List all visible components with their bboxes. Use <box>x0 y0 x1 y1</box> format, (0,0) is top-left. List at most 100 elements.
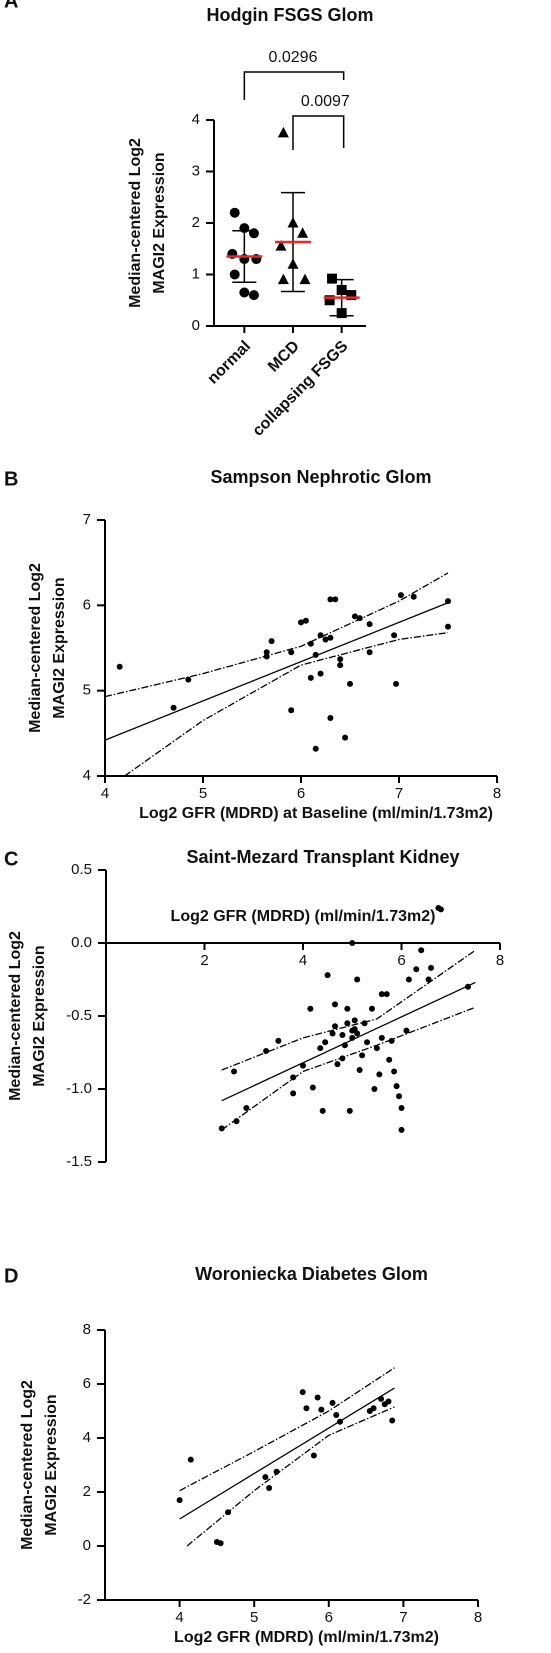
x-tick-label: MCD <box>265 338 303 376</box>
point <box>349 940 356 946</box>
point <box>302 617 309 624</box>
point <box>398 1126 405 1133</box>
point <box>319 1107 326 1114</box>
point <box>359 1052 366 1059</box>
y-tick-label: -0.5 <box>66 1007 92 1024</box>
point <box>231 1068 238 1075</box>
point <box>341 1042 348 1049</box>
point <box>275 1037 282 1044</box>
point <box>337 662 344 669</box>
point <box>366 621 373 628</box>
point <box>391 632 398 639</box>
y-tick-label: 5 <box>83 682 91 699</box>
point <box>332 1001 339 1008</box>
chart-title: Sampson Nephrotic Glom <box>210 467 431 487</box>
y-axis-label: MAGI2 Expression <box>151 152 168 293</box>
point <box>327 714 334 721</box>
point <box>393 680 400 687</box>
regression-line <box>221 981 476 1102</box>
point <box>383 991 390 998</box>
y-axis-label: MAGI2 Expression <box>31 945 48 1086</box>
point <box>346 1107 353 1114</box>
y-tick-label: 2 <box>83 1483 91 1500</box>
x-axis-label: Log2 GFR (MDRD) (ml/min/1.73m2) <box>174 1629 439 1646</box>
point <box>324 972 331 979</box>
x-axis-label: Log2 GFR (MDRD) at Baseline (ml/min/1.73… <box>139 805 493 822</box>
point <box>307 640 314 647</box>
point <box>425 976 432 983</box>
point <box>243 1104 250 1111</box>
y-axis-label: Median-centered Log2 <box>27 563 44 733</box>
point <box>262 1474 269 1481</box>
point <box>344 1005 351 1012</box>
point <box>337 656 344 663</box>
point <box>263 653 270 660</box>
point <box>307 1005 314 1012</box>
point <box>288 649 295 656</box>
point <box>344 1020 351 1027</box>
confidence-band-upper <box>221 949 476 1071</box>
confidence-band-lower <box>124 631 449 777</box>
x-tick-label: 8 <box>474 1609 482 1626</box>
point <box>239 287 250 298</box>
point <box>366 649 373 656</box>
significance-bracket <box>243 71 345 100</box>
point <box>376 1071 383 1078</box>
point <box>437 906 444 913</box>
point <box>332 1023 339 1030</box>
y-tick-label: 8 <box>83 1321 91 1338</box>
point <box>391 1068 398 1075</box>
point <box>318 1406 325 1413</box>
regression-line <box>179 1387 395 1520</box>
point <box>346 290 357 301</box>
y-tick-label: 6 <box>83 596 91 613</box>
y-tick-label: 2 <box>192 214 200 231</box>
point <box>217 1540 224 1547</box>
point <box>170 704 177 711</box>
point <box>275 240 287 251</box>
confidence-band-lower <box>186 1406 395 1547</box>
point <box>342 734 349 741</box>
point <box>277 126 289 138</box>
x-tick-label: 6 <box>325 1609 333 1626</box>
point <box>388 1037 395 1044</box>
point <box>413 966 420 973</box>
point <box>370 1405 377 1412</box>
x-tick-label: 8 <box>493 785 501 802</box>
point <box>356 1067 363 1074</box>
point <box>428 964 435 971</box>
point <box>248 290 259 301</box>
y-tick-label: 4 <box>83 767 91 784</box>
point <box>298 619 304 626</box>
point <box>277 273 289 285</box>
confidence-band-upper <box>104 572 449 698</box>
point <box>347 680 353 687</box>
point <box>233 1118 240 1125</box>
confidence-band-upper <box>179 1367 395 1492</box>
point <box>398 1104 405 1111</box>
y-tick-label: 1 <box>192 265 200 282</box>
point <box>116 663 123 670</box>
y-tick-label: -2 <box>78 1591 91 1608</box>
point <box>327 596 334 603</box>
y-axis-label: MAGI2 Expression <box>51 577 68 718</box>
point <box>378 1395 385 1402</box>
point <box>297 227 309 238</box>
y-tick-label: 0.5 <box>71 861 92 878</box>
point <box>397 592 404 599</box>
x-tick-label: 7 <box>395 785 403 802</box>
point <box>310 1452 317 1459</box>
point <box>334 1061 341 1068</box>
chart-title: Saint-Mezard Transplant Kidney <box>186 847 459 867</box>
point <box>396 1093 403 1100</box>
point <box>351 613 358 620</box>
y-tick-label: 0 <box>192 317 200 334</box>
x-tick-label: 4 <box>299 952 307 969</box>
chart-title: Hodgin FSGS Glom <box>207 5 374 25</box>
point <box>361 1020 368 1027</box>
point <box>354 1030 361 1037</box>
y-tick-label: 0.0 <box>71 934 92 951</box>
point <box>356 615 363 622</box>
point <box>187 1456 194 1463</box>
